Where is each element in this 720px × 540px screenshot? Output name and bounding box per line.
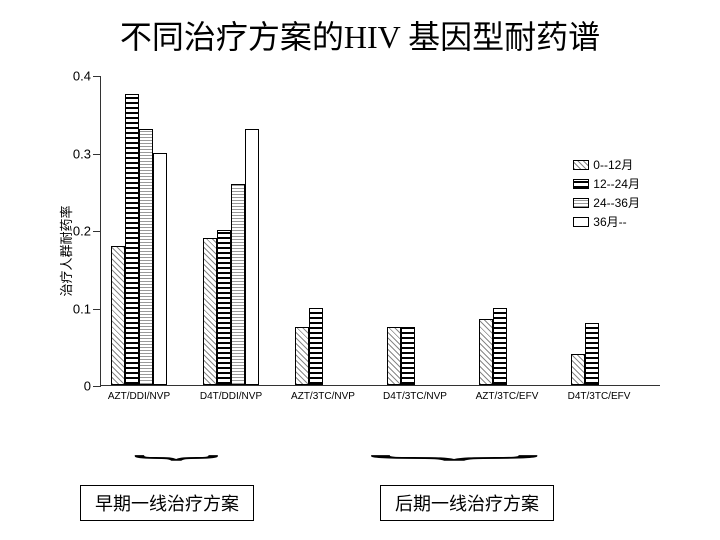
- bar: [139, 129, 153, 385]
- bar: [245, 129, 259, 385]
- phase-early-label: 早期一线治疗方案: [80, 485, 254, 521]
- y-tick: [93, 154, 101, 155]
- chart-container: 治疗人群耐药率 00.10.20.30.4AZT/DDI/NVPD4T/DDI/…: [70, 76, 660, 426]
- phase-late-label: 后期一线治疗方案: [380, 485, 554, 521]
- x-tick-label: D4T/3TC/EFV: [568, 391, 631, 402]
- bar: [493, 308, 507, 386]
- legend-label: 12--24月: [593, 175, 640, 192]
- legend-label: 0--12月: [593, 156, 633, 173]
- brace-early: ⏟: [133, 432, 219, 460]
- bar: [387, 327, 401, 385]
- bar: [401, 327, 415, 385]
- bar: [153, 153, 167, 386]
- y-tick: [93, 76, 101, 77]
- legend-swatch: [573, 217, 589, 227]
- legend-swatch: [573, 179, 589, 189]
- bar: [231, 184, 245, 386]
- y-tick-label: 0.4: [73, 69, 91, 84]
- bar: [111, 246, 125, 386]
- y-axis-label: 治疗人群耐药率: [56, 205, 75, 296]
- y-tick-label: 0.3: [73, 146, 91, 161]
- x-tick-label: D4T/DDI/NVP: [200, 391, 262, 402]
- y-tick: [93, 231, 101, 232]
- legend-item: 36月--: [573, 213, 640, 230]
- y-tick-label: 0: [84, 379, 91, 394]
- bar: [217, 230, 231, 385]
- y-tick-label: 0.1: [73, 301, 91, 316]
- bar-group: [111, 94, 167, 385]
- x-tick-label: AZT/3TC/EFV: [476, 391, 539, 402]
- bar: [479, 319, 493, 385]
- legend-swatch: [573, 198, 589, 208]
- x-tick-label: AZT/DDI/NVP: [108, 391, 170, 402]
- page-title: 不同治疗方案的HIV 基因型耐药谱: [0, 0, 720, 66]
- bar-group: [295, 308, 351, 386]
- bar-group: [203, 129, 259, 385]
- bar: [125, 94, 139, 385]
- x-tick-label: AZT/3TC/NVP: [291, 391, 355, 402]
- bar-group: [571, 323, 627, 385]
- bar: [571, 354, 585, 385]
- y-tick: [93, 309, 101, 310]
- legend-label: 36月--: [593, 213, 626, 230]
- bar: [585, 323, 599, 385]
- legend-item: 12--24月: [573, 175, 640, 192]
- y-tick: [93, 386, 101, 387]
- legend-item: 0--12月: [573, 156, 640, 173]
- brace-late: ⏟: [368, 432, 541, 460]
- legend-label: 24--36月: [593, 194, 640, 211]
- bar-group: [387, 327, 443, 385]
- legend: 0--12月 12--24月 24--36月 36月--: [573, 156, 640, 232]
- y-tick-label: 0.2: [73, 224, 91, 239]
- x-tick-label: D4T/3TC/NVP: [383, 391, 447, 402]
- legend-item: 24--36月: [573, 194, 640, 211]
- bar-group: [479, 308, 535, 386]
- bar: [295, 327, 309, 385]
- legend-swatch: [573, 160, 589, 170]
- bar: [309, 308, 323, 386]
- bar: [203, 238, 217, 385]
